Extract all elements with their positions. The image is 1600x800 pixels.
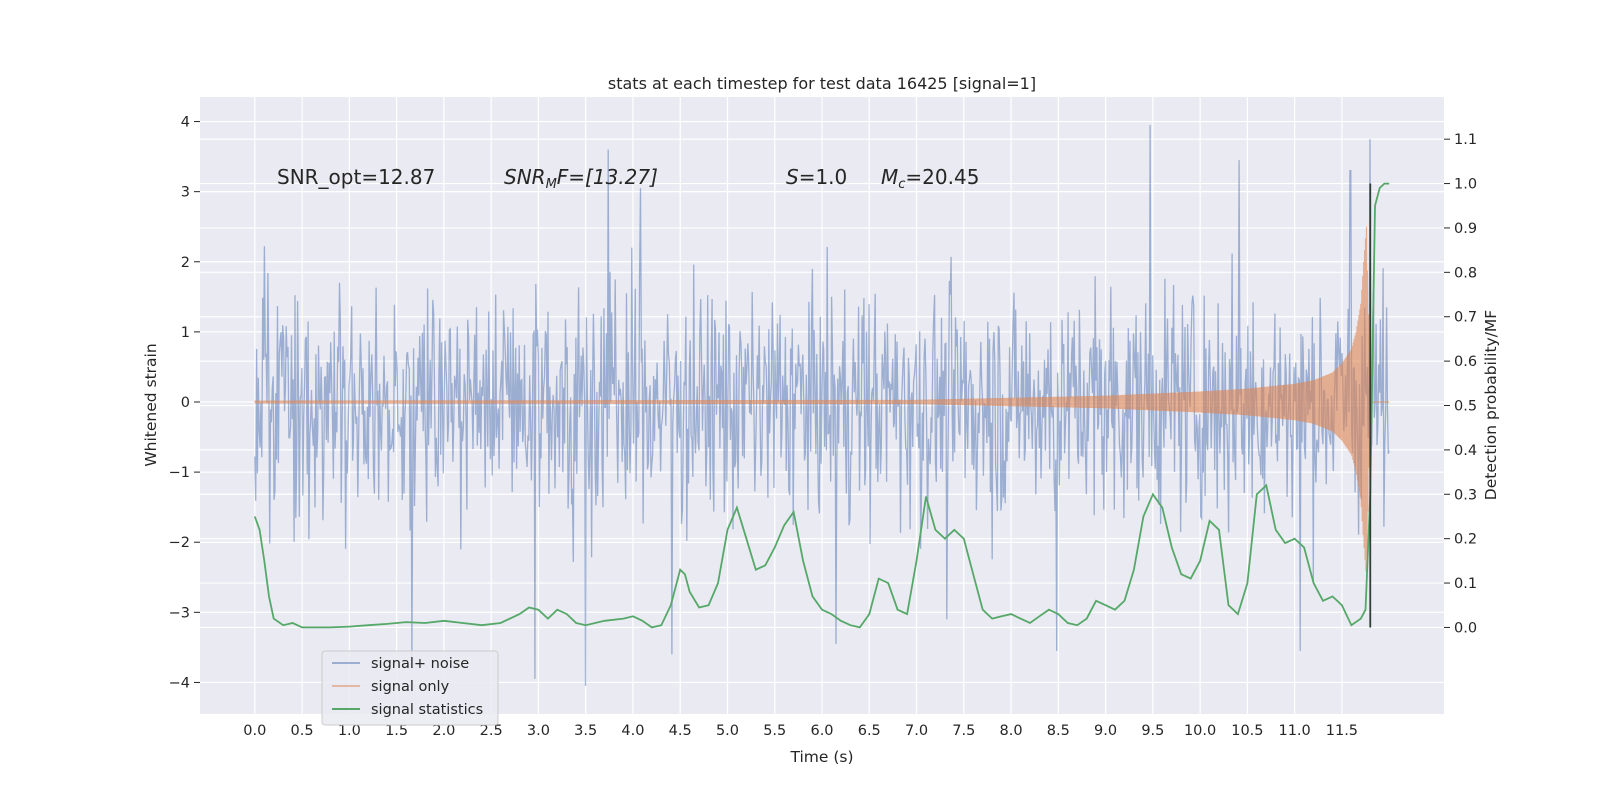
- x-tick-label: 0.5: [291, 723, 314, 739]
- x-tick-label: 7.0: [905, 723, 928, 739]
- right-y-tick-label: 0.7: [1454, 310, 1477, 326]
- x-tick-label: 5.5: [763, 723, 786, 739]
- x-tick-label: 2.0: [432, 723, 455, 739]
- x-tick-label: 8.0: [1000, 723, 1023, 739]
- annotation-s: S=1.0: [786, 165, 847, 189]
- series-line-signal-statistics: [253, 182, 1390, 629]
- x-tick-label: 7.5: [952, 723, 975, 739]
- left-y-axis-ticks: −4 −3 −2 −1 0 1 2 3 4: [169, 115, 200, 691]
- x-tick-label: 10.5: [1231, 723, 1263, 739]
- annotation-mc: Mc=20.45: [881, 165, 979, 192]
- left-y-tick-label: 4: [181, 115, 190, 131]
- x-tick-label: 1.5: [385, 723, 408, 739]
- right-y-tick-label: 0.9: [1454, 221, 1477, 237]
- right-y-tick-label: 1.1: [1454, 132, 1477, 148]
- left-y-tick-label: −4: [169, 675, 190, 691]
- right-y-axis-label: Detection probability/MF: [1482, 310, 1500, 501]
- series-line-signal-only: [254, 226, 1390, 572]
- chart-title: stats at each timestep for test data 164…: [608, 74, 1036, 93]
- x-tick-label: 3.0: [527, 723, 550, 739]
- series-signal-only: [254, 226, 1390, 572]
- right-y-tick-label: 0.8: [1454, 265, 1477, 281]
- left-y-tick-label: −1: [169, 465, 190, 481]
- legend-label-signal-only: signal only: [371, 679, 450, 695]
- left-y-axis-label: Whitened strain: [142, 343, 160, 466]
- series-line-signal-plus-noise: [254, 124, 1390, 687]
- x-tick-label: 10.0: [1184, 723, 1216, 739]
- annotation-snr-mf: SNRMF=[13.27]: [504, 165, 658, 192]
- series-signal-statistics: [253, 182, 1390, 629]
- x-axis-label: Time (s): [789, 748, 853, 766]
- right-y-tick-label: 0.4: [1454, 443, 1477, 459]
- x-tick-label: 3.5: [574, 723, 597, 739]
- x-tick-label: 6.0: [810, 723, 833, 739]
- right-y-tick-label: 0.1: [1454, 576, 1477, 592]
- legend: signal+ noise signal only signal statist…: [321, 650, 499, 726]
- right-y-tick-label: 0.6: [1454, 354, 1477, 370]
- right-y-tick-label: 0.5: [1454, 399, 1477, 415]
- x-tick-label: 11.5: [1326, 723, 1358, 739]
- left-y-tick-label: −3: [169, 605, 190, 621]
- left-y-tick-label: 1: [181, 325, 190, 341]
- x-tick-label: 0.0: [243, 723, 266, 739]
- left-y-tick-label: 3: [181, 185, 190, 201]
- right-y-tick-label: 0.2: [1454, 532, 1477, 548]
- right-y-tick-label: 1.0: [1454, 177, 1477, 193]
- right-y-tick-label: 0.3: [1454, 487, 1477, 503]
- x-axis-ticks: 0.0 0.5 1.0 1.5 2.0 2.5 3.0 3.5 4.0 4.5 5.0 5.5 6.0 6…: [243, 723, 1358, 739]
- x-tick-label: 6.5: [858, 723, 881, 739]
- right-y-axis-ticks: 0.0 0.1 0.2 0.3 0.4 0.5 0.6 0.7 0.8 0.9 1.0 1.1: [1444, 132, 1477, 636]
- legend-box: [321, 650, 499, 726]
- x-tick-label: 8.5: [1047, 723, 1070, 739]
- annotations: SNR_opt=12.87 SNRMF=[13.27] S=1.0 Mc=20.…: [277, 165, 979, 192]
- x-tick-label: 9.0: [1094, 723, 1117, 739]
- series-signal-plus-noise: [254, 124, 1390, 687]
- x-tick-label: 9.5: [1141, 723, 1164, 739]
- left-y-tick-label: 0: [181, 395, 190, 411]
- legend-label-signal-statistics: signal statistics: [371, 702, 483, 718]
- legend-label-signal-plus-noise: signal+ noise: [371, 656, 469, 672]
- x-tick-label: 11.0: [1278, 723, 1310, 739]
- x-tick-label: 2.5: [480, 723, 503, 739]
- left-y-tick-label: 2: [181, 255, 190, 271]
- x-tick-label: 4.0: [621, 723, 644, 739]
- right-y-tick-label: 0.0: [1454, 620, 1477, 636]
- left-y-tick-label: −2: [169, 535, 190, 551]
- x-tick-label: 4.5: [669, 723, 692, 739]
- annotation-snr-opt: SNR_opt=12.87: [277, 165, 435, 189]
- x-tick-label: 1.0: [338, 723, 361, 739]
- x-tick-label: 5.0: [716, 723, 739, 739]
